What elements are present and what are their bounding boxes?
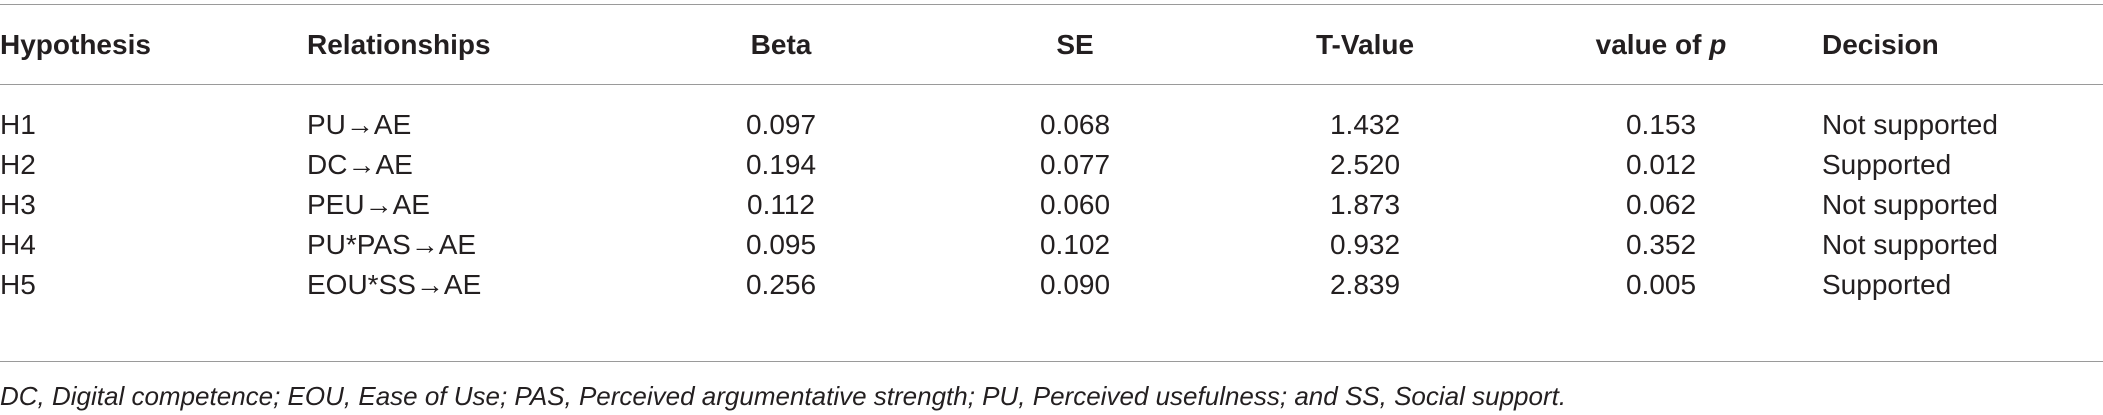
header-decision: Decision bbox=[1822, 29, 1939, 60]
cell-beta: 0.194 bbox=[745, 149, 817, 180]
table-bottom-rule bbox=[0, 361, 2103, 362]
header-relationships: Relationships bbox=[307, 29, 491, 60]
cell-se: 0.060 bbox=[1039, 189, 1111, 220]
cell-p-value: 0.012 bbox=[1625, 149, 1697, 180]
cell-se: 0.068 bbox=[1039, 109, 1111, 140]
cell-beta: 0.112 bbox=[747, 189, 815, 220]
header-hypothesis: Hypothesis bbox=[0, 29, 151, 60]
cell-decision: Not supported bbox=[1822, 109, 1998, 140]
cell-hypothesis: H2 bbox=[0, 149, 36, 180]
table-top-rule bbox=[0, 4, 2103, 5]
cell-decision: Supported bbox=[1822, 269, 1952, 300]
cell-p-value: 0.153 bbox=[1625, 109, 1697, 140]
cell-p-value: 0.352 bbox=[1625, 229, 1697, 260]
cell-p-value: 0.005 bbox=[1625, 269, 1697, 300]
cell-relationship: EOU*SS→AE bbox=[307, 269, 482, 300]
header-p-value: value of p bbox=[1596, 28, 1727, 62]
cell-decision: Not supported bbox=[1822, 189, 1998, 220]
table-footnote: DC, Digital competence; EOU, Ease of Use… bbox=[0, 381, 1567, 411]
cell-hypothesis: H5 bbox=[0, 269, 36, 300]
cell-relationship: PU*PAS→AE bbox=[307, 229, 477, 260]
header-p-value-symbol: p bbox=[1709, 29, 1727, 60]
header-beta: Beta bbox=[750, 29, 812, 60]
cell-se: 0.077 bbox=[1039, 149, 1111, 180]
cell-beta: 0.097 bbox=[745, 109, 817, 140]
header-se: SE bbox=[1056, 29, 1094, 60]
cell-t-value: 0.932 bbox=[1329, 229, 1401, 260]
cell-beta: 0.256 bbox=[745, 269, 817, 300]
cell-hypothesis: H4 bbox=[0, 229, 36, 260]
cell-relationship: PU→AE bbox=[307, 109, 412, 140]
cell-relationship: PEU→AE bbox=[307, 189, 430, 220]
cell-t-value: 2.839 bbox=[1329, 269, 1401, 300]
cell-decision: Not supported bbox=[1822, 229, 1998, 260]
cell-se: 0.102 bbox=[1039, 229, 1111, 260]
cell-se: 0.090 bbox=[1039, 269, 1111, 300]
cell-hypothesis: H1 bbox=[0, 109, 36, 140]
cell-t-value: 1.873 bbox=[1329, 189, 1401, 220]
cell-t-value: 2.520 bbox=[1329, 149, 1401, 180]
cell-beta: 0.095 bbox=[745, 229, 817, 260]
header-t-value: T-Value bbox=[1315, 29, 1415, 60]
header-p-value-prefix: value of bbox=[1595, 29, 1710, 60]
table-header-rule bbox=[0, 84, 2103, 85]
cell-p-value: 0.062 bbox=[1625, 189, 1697, 220]
cell-relationship: DC→AE bbox=[307, 149, 413, 180]
cell-decision: Supported bbox=[1822, 149, 1952, 180]
cell-hypothesis: H3 bbox=[0, 189, 36, 220]
cell-t-value: 1.432 bbox=[1329, 109, 1401, 140]
